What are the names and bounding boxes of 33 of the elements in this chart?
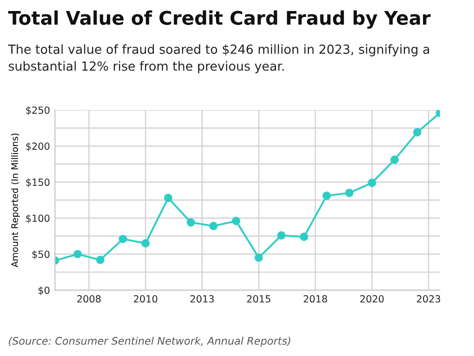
point <box>232 216 240 226</box>
point <box>277 231 286 240</box>
point <box>141 239 150 248</box>
text: (Source: Consumer Sentinel Network, Annual Reports) <box>8 336 290 347</box>
y-tick-label: $50 <box>32 250 50 260</box>
chart-title: Total Value of Credit Card Fraud by Year <box>8 10 431 29</box>
point <box>254 254 263 262</box>
point <box>322 192 331 200</box>
chart-subtitle: The total value of fraud soared to $246 million in 2023, signifying a substantial 12% rise from the previous year. <box>8 44 430 74</box>
x-tick-label: 2015 <box>247 295 270 303</box>
point <box>96 256 104 264</box>
x-tick-label: 2013 <box>190 295 214 303</box>
point <box>209 222 218 230</box>
point <box>73 250 82 258</box>
y-tick-label: $250 <box>26 106 50 116</box>
point <box>390 156 399 164</box>
x-tick-label: 2023 <box>416 295 440 303</box>
y-tick-label: $0 <box>38 286 50 296</box>
y-tick-label: $150 <box>26 178 50 188</box>
point <box>345 188 354 198</box>
point <box>186 218 195 227</box>
point <box>300 232 308 241</box>
point <box>368 178 376 187</box>
x-tick-label: 2020 <box>360 295 384 303</box>
point <box>164 194 172 202</box>
point <box>413 128 422 137</box>
y-tick-label: $100 <box>26 214 50 224</box>
y-tick-label: $200 <box>26 142 50 152</box>
point <box>118 234 128 244</box>
x-tick-label: 2010 <box>134 295 158 303</box>
x-tick-label: 2018 <box>304 295 328 303</box>
x-tick-label: 2008 <box>77 295 101 303</box>
y-axis-title: Amount Reported (In Millions) <box>11 134 20 268</box>
